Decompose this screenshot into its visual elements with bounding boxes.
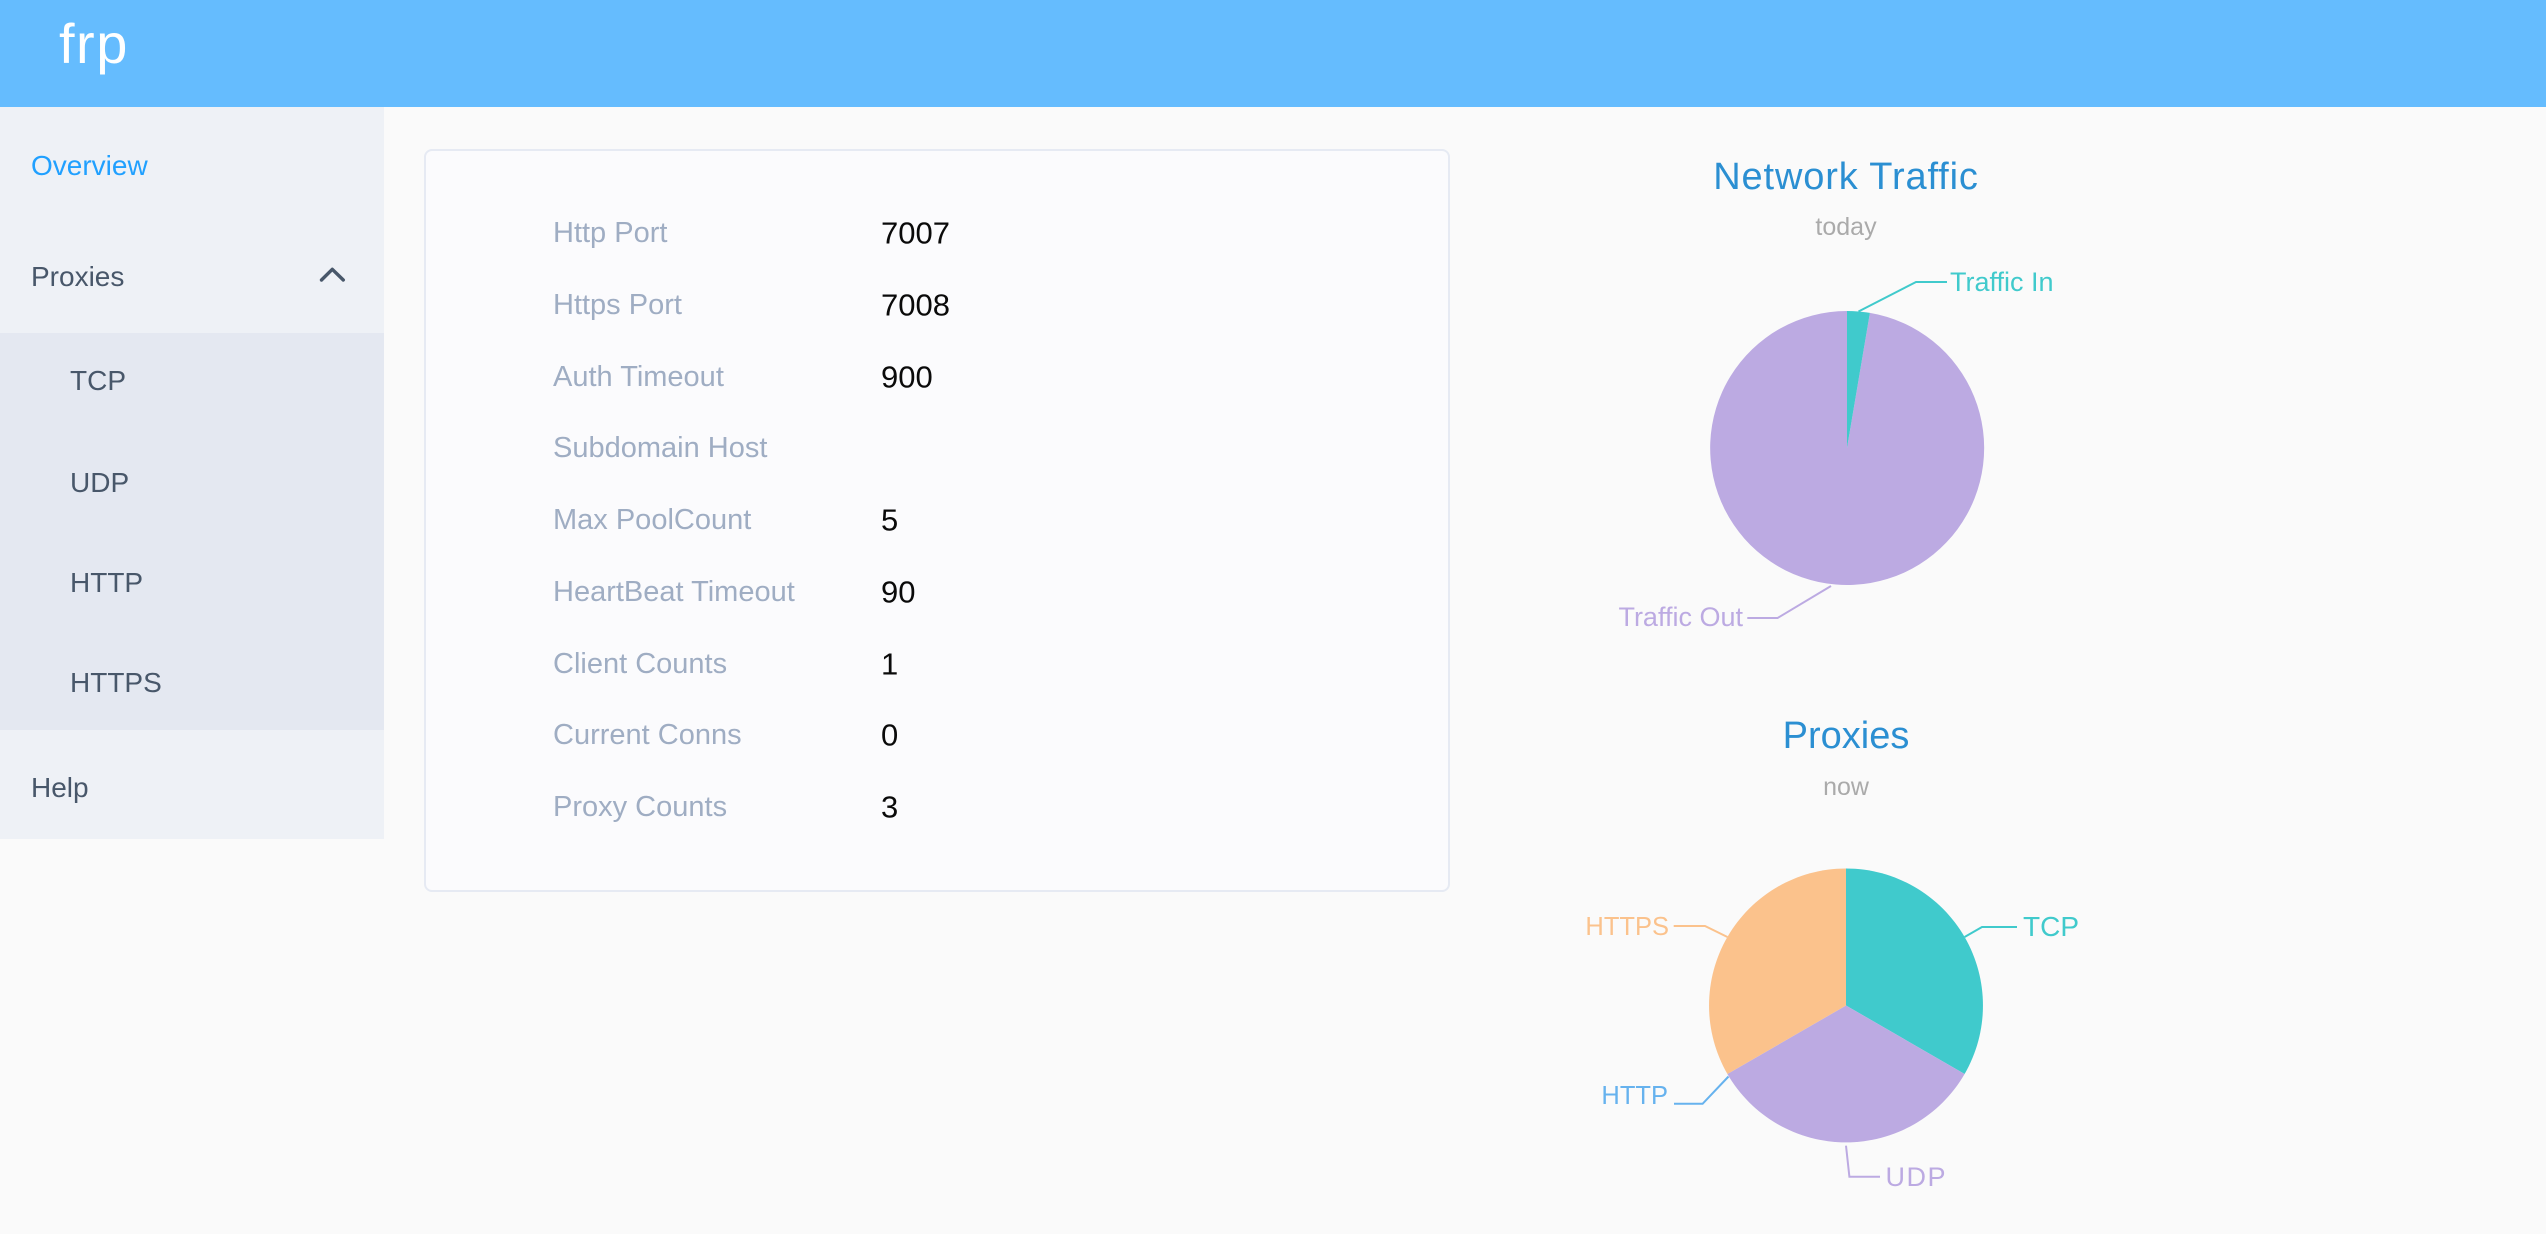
svg-text:now: now: [1823, 773, 1870, 801]
svg-text:HTTPS: HTTPS: [1585, 913, 1669, 941]
svg-text:HTTP: HTTP: [1601, 1082, 1668, 1110]
svg-text:Traffic Out: Traffic Out: [1618, 602, 1743, 632]
svg-text:Traffic In: Traffic In: [1950, 267, 2054, 297]
svg-text:TCP: TCP: [2023, 911, 2079, 942]
svg-text:UDP: UDP: [1886, 1162, 1948, 1192]
svg-text:Network Traffic: Network Traffic: [1713, 156, 1978, 198]
svg-text:today: today: [1815, 213, 1877, 241]
svg-text:Proxies: Proxies: [1783, 715, 1910, 757]
